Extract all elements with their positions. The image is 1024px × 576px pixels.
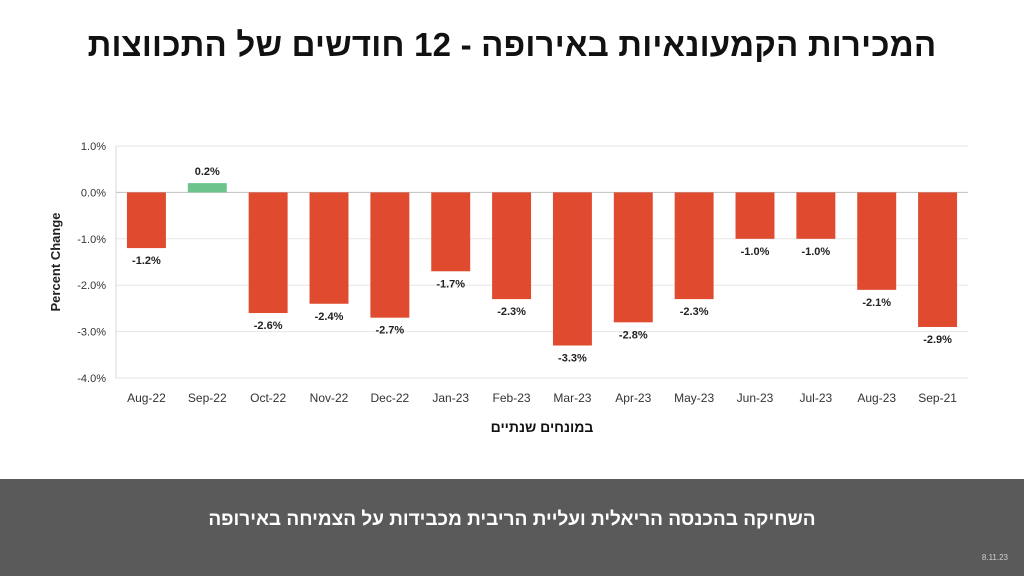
bar [492, 192, 532, 300]
y-tick-label: -2.0% [77, 280, 106, 292]
data-label: -2.7% [375, 325, 404, 337]
bar [431, 192, 471, 272]
data-label: -2.3% [680, 306, 709, 318]
footer-caption: השחיקה בהכנסה הריאלית ועליית הריבית מכבי… [208, 509, 816, 530]
data-label: -1.0% [801, 246, 830, 258]
bar [370, 192, 410, 318]
x-tick-label: Dec-22 [371, 391, 410, 405]
data-label: -1.0% [741, 246, 770, 258]
x-axis-title: במונחים שנתיים [491, 419, 594, 435]
x-tick-label: Aug-23 [857, 391, 896, 405]
x-tick-label: Jun-23 [737, 391, 774, 405]
bar [674, 192, 714, 300]
x-tick-label: May-23 [674, 391, 714, 405]
bar [187, 183, 227, 193]
bar [248, 192, 288, 314]
bar [857, 192, 897, 290]
x-tick-label: Sep-22 [188, 391, 227, 405]
x-tick-label: Nov-22 [310, 391, 349, 405]
data-label: -2.8% [619, 329, 648, 341]
bar [735, 192, 775, 239]
bar [796, 192, 836, 239]
data-label: -1.7% [436, 278, 465, 290]
data-label: -2.6% [254, 320, 283, 332]
x-tick-label: Mar-23 [553, 391, 591, 405]
data-label: -1.2% [132, 255, 161, 267]
data-label: -2.1% [862, 297, 891, 309]
y-tick-label: -1.0% [77, 234, 106, 246]
x-tick-label: Aug-22 [127, 391, 166, 405]
y-tick-label: -3.0% [77, 327, 106, 339]
y-axis-title: Percent Change [48, 213, 63, 312]
bar [309, 192, 349, 304]
bar [552, 192, 592, 346]
bar-chart: 1.0% 0.0% -1.0% -2.0% -3.0% -4.0% -1.2% Aug-22 0… [48, 141, 968, 435]
data-label: -2.9% [923, 334, 952, 346]
data-label: -2.3% [497, 306, 526, 318]
data-label: 0.2% [195, 166, 220, 178]
bar [126, 192, 166, 249]
x-tick-label: Apr-23 [615, 391, 651, 405]
data-label: -3.3% [558, 353, 587, 365]
y-tick-label: -4.0% [77, 373, 106, 385]
bar [613, 192, 653, 323]
x-tick-label: Feb-23 [493, 391, 531, 405]
y-tick-label: 0.0% [81, 187, 106, 199]
page-title: המכירות הקמעונאיות באירופה - 12 חודשים ש… [87, 26, 937, 63]
footer-bar: השחיקה בהכנסה הריאלית ועליית הריבית מכבי… [0, 479, 1024, 576]
x-tick-label: Oct-22 [250, 391, 286, 405]
data-label: -2.4% [315, 311, 344, 323]
x-tick-label: Sep-21 [918, 391, 957, 405]
y-tick-label: 1.0% [81, 141, 106, 153]
footer-date: 8.11.23 [981, 553, 1008, 562]
x-tick-label: Jul-23 [800, 391, 833, 405]
x-tick-label: Jan-23 [432, 391, 469, 405]
bar [918, 192, 958, 327]
